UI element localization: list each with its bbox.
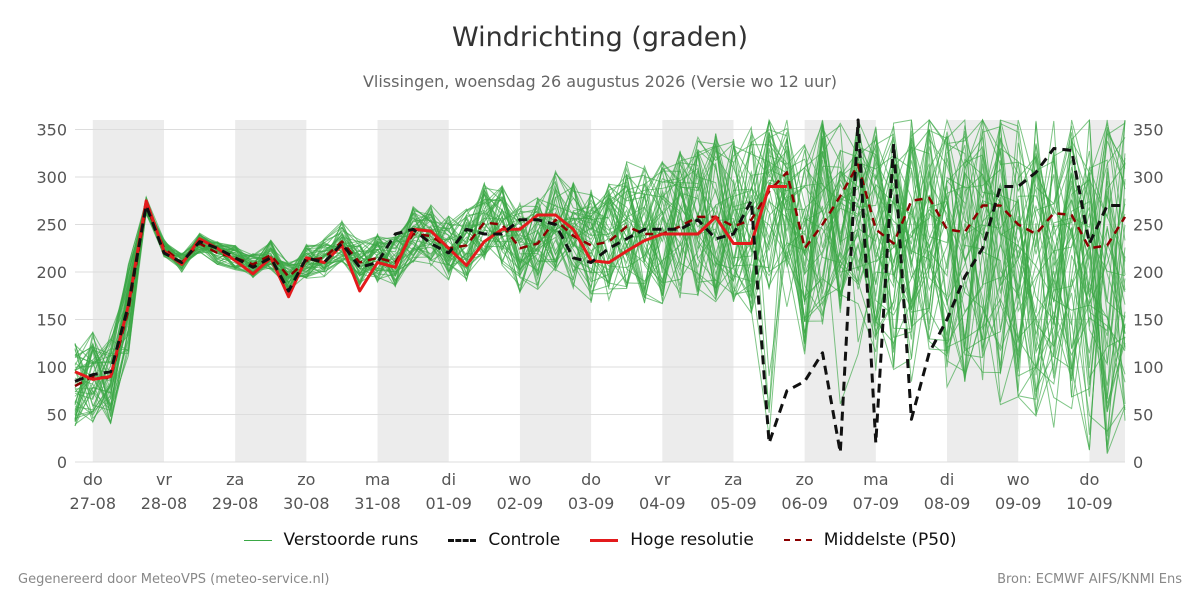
x-tick-weekday: di bbox=[940, 470, 955, 489]
chart-subtitle: Vlissingen, woensdag 26 augustus 2026 (V… bbox=[362, 72, 838, 91]
y-tick-label-left: 200 bbox=[36, 263, 67, 282]
x-tick-weekday: wo bbox=[508, 470, 531, 489]
y-tick-label-right: 200 bbox=[1133, 263, 1164, 282]
y-tick-label-right: 100 bbox=[1133, 358, 1164, 377]
x-tick-date: 09-09 bbox=[995, 494, 1042, 513]
x-tick-weekday: zo bbox=[297, 470, 315, 489]
x-tick-date: 27-08 bbox=[70, 494, 117, 513]
x-tick-date: 28-08 bbox=[141, 494, 188, 513]
chart-title: Windrichting (graden) bbox=[451, 22, 749, 53]
x-tick-date: 31-08 bbox=[354, 494, 401, 513]
x-tick-weekday: za bbox=[226, 470, 244, 489]
y-tick-label-right: 50 bbox=[1133, 406, 1153, 425]
footer-source: Bron: ECMWF AIFS/KNMI Ens bbox=[997, 572, 1182, 587]
x-tick-date: 07-09 bbox=[853, 494, 900, 513]
x-tick-date: 02-09 bbox=[497, 494, 544, 513]
perturbed-runs bbox=[74, 118, 1126, 454]
x-tick-weekday: wo bbox=[1007, 470, 1030, 489]
y-tick-label-right: 150 bbox=[1133, 311, 1164, 330]
weekend-band bbox=[377, 120, 449, 462]
legend-swatch-hres bbox=[590, 538, 619, 542]
x-tick-date: 10-09 bbox=[1066, 494, 1113, 513]
series-control-line bbox=[74, 118, 1125, 454]
main-series bbox=[74, 118, 1127, 454]
y-tick-label-left: 50 bbox=[47, 406, 67, 425]
legend-item-hres[interactable]: Hoge resolutie bbox=[590, 530, 754, 550]
legend-swatch-runs bbox=[243, 539, 272, 541]
weekend-band bbox=[235, 120, 307, 462]
footer-generator: Gegenereerd door MeteoVPS (meteo-service… bbox=[18, 572, 330, 587]
y-tick-label-left: 250 bbox=[36, 216, 67, 235]
y-tick-label-right: 250 bbox=[1133, 216, 1164, 235]
x-tick-date: 04-09 bbox=[639, 494, 686, 513]
legend-label-p50: Middelste (P50) bbox=[823, 530, 957, 550]
legend-swatch-p50 bbox=[783, 539, 812, 541]
x-tick-weekday: ma bbox=[863, 470, 888, 489]
x-tick-date: 08-09 bbox=[924, 494, 971, 513]
y-tick-label-left: 0 bbox=[57, 453, 67, 472]
x-tick-date: 03-09 bbox=[568, 494, 615, 513]
series-hres-line bbox=[74, 185, 787, 381]
x-tick-weekday: zo bbox=[796, 470, 814, 489]
x-tick-date: 30-08 bbox=[283, 494, 330, 513]
legend-swatch-control bbox=[448, 538, 477, 542]
perturbed-run-line bbox=[74, 133, 1126, 420]
x-tick-weekday: ma bbox=[365, 470, 390, 489]
legend-label-runs: Verstoorde runs bbox=[283, 530, 419, 550]
y-tick-label-right: 0 bbox=[1133, 453, 1143, 472]
legend-item-runs[interactable]: Verstoorde runs bbox=[243, 530, 419, 550]
x-tick-date: 29-08 bbox=[212, 494, 259, 513]
y-tick-label-left: 350 bbox=[36, 121, 67, 140]
x-tick-date: 01-09 bbox=[425, 494, 472, 513]
legend-item-control[interactable]: Controle bbox=[448, 530, 560, 550]
legend: Verstoorde runs Controle Hoge resolutie … bbox=[0, 530, 1200, 550]
x-tick-weekday: do bbox=[83, 470, 103, 489]
y-tick-label-right: 350 bbox=[1133, 121, 1164, 140]
y-tick-label-left: 100 bbox=[36, 358, 67, 377]
perturbed-run-line bbox=[74, 124, 1126, 423]
y-tick-label-right: 300 bbox=[1133, 168, 1164, 187]
x-tick-date: 05-09 bbox=[710, 494, 757, 513]
x-tick-date: 06-09 bbox=[781, 494, 828, 513]
perturbed-run-line bbox=[74, 119, 1126, 401]
series-p50-line bbox=[74, 163, 1127, 388]
legend-label-hres: Hoge resolutie bbox=[630, 530, 754, 550]
y-tick-label-left: 150 bbox=[36, 311, 67, 330]
x-tick-weekday: di bbox=[441, 470, 456, 489]
legend-item-p50[interactable]: Middelste (P50) bbox=[783, 530, 957, 550]
legend-label-control: Controle bbox=[488, 530, 561, 550]
axes: 0 0 50 50 100 100 150 150 200 200 250 250 300 300 350 3… bbox=[36, 121, 1163, 514]
x-tick-weekday: do bbox=[1079, 470, 1099, 489]
x-tick-weekday: vr bbox=[156, 470, 172, 489]
x-tick-weekday: do bbox=[581, 470, 601, 489]
x-tick-weekday: za bbox=[724, 470, 742, 489]
x-tick-weekday: vr bbox=[654, 470, 670, 489]
y-tick-label-left: 300 bbox=[36, 168, 67, 187]
